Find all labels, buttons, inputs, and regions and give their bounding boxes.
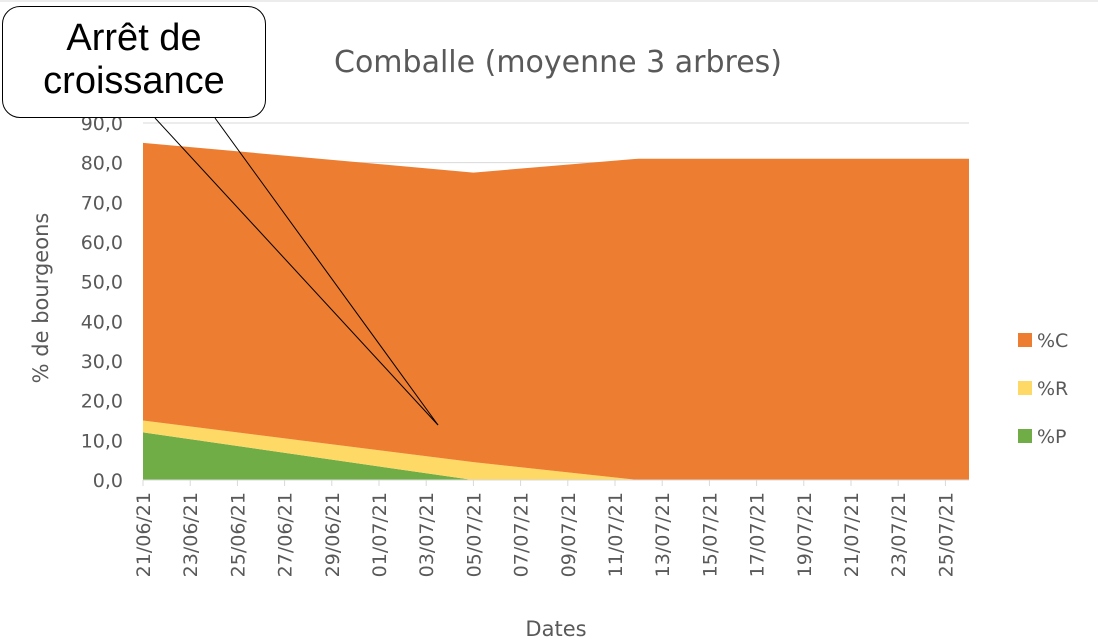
y-axis-label: % de bourgeons: [29, 213, 53, 384]
annotation: Arrêt de croissance: [2, 6, 266, 118]
x-tick-label: 17/07/21: [747, 492, 769, 577]
x-tick-label: 13/07/21: [652, 492, 674, 577]
x-tick-label: 19/07/21: [794, 492, 816, 577]
callout-pointer: [154, 117, 439, 426]
chart-title: Comballe (moyenne 3 arbres): [334, 45, 782, 80]
y-tick-label: 50,0: [81, 272, 123, 294]
legend-swatch: [1018, 429, 1032, 443]
x-tick-label: 07/07/21: [511, 492, 533, 577]
x-tick-label: 25/07/21: [935, 492, 957, 577]
area: [143, 142, 969, 481]
y-tick-label: 70,0: [81, 192, 123, 214]
x-tick-label: 23/07/21: [888, 492, 910, 577]
x-tick-label: 03/07/21: [416, 492, 438, 577]
legend-label: %R: [1037, 378, 1068, 400]
x-tick-label: 21/06/21: [133, 492, 155, 577]
x-tick-label: 29/06/21: [322, 492, 344, 577]
legend-label: %P: [1037, 426, 1067, 448]
y-tick-label: 20,0: [81, 391, 123, 413]
x-tick-label: 01/07/21: [369, 492, 391, 577]
legend-label: %C: [1037, 330, 1068, 352]
x-tick-label: 15/07/21: [699, 492, 721, 577]
x-tick-label: 21/07/21: [841, 492, 863, 577]
y-tick-label: 40,0: [81, 311, 123, 333]
x-tick-label: 09/07/21: [558, 492, 580, 577]
x-tick-label: 05/07/21: [463, 492, 485, 577]
x-tick-label: 25/06/21: [227, 492, 249, 577]
y-tick-label: 90,0: [81, 113, 123, 135]
callout-pointer: [214, 117, 439, 426]
y-tick-label: 60,0: [81, 232, 123, 254]
y-tick-label: 0,0: [93, 470, 123, 492]
area: [143, 432, 969, 480]
legend-swatch: [1018, 333, 1032, 347]
x-tick-label: 11/07/21: [605, 492, 627, 577]
x-tick-label: 23/06/21: [180, 492, 202, 577]
y-tick-label: 30,0: [81, 351, 123, 373]
area: [143, 420, 969, 480]
y-tick-label: 80,0: [81, 153, 123, 175]
legend-swatch: [1018, 381, 1032, 395]
y-tick-label: 10,0: [81, 430, 123, 452]
x-tick-label: 27/06/21: [275, 492, 297, 577]
x-axis-label: Dates: [525, 617, 586, 641]
